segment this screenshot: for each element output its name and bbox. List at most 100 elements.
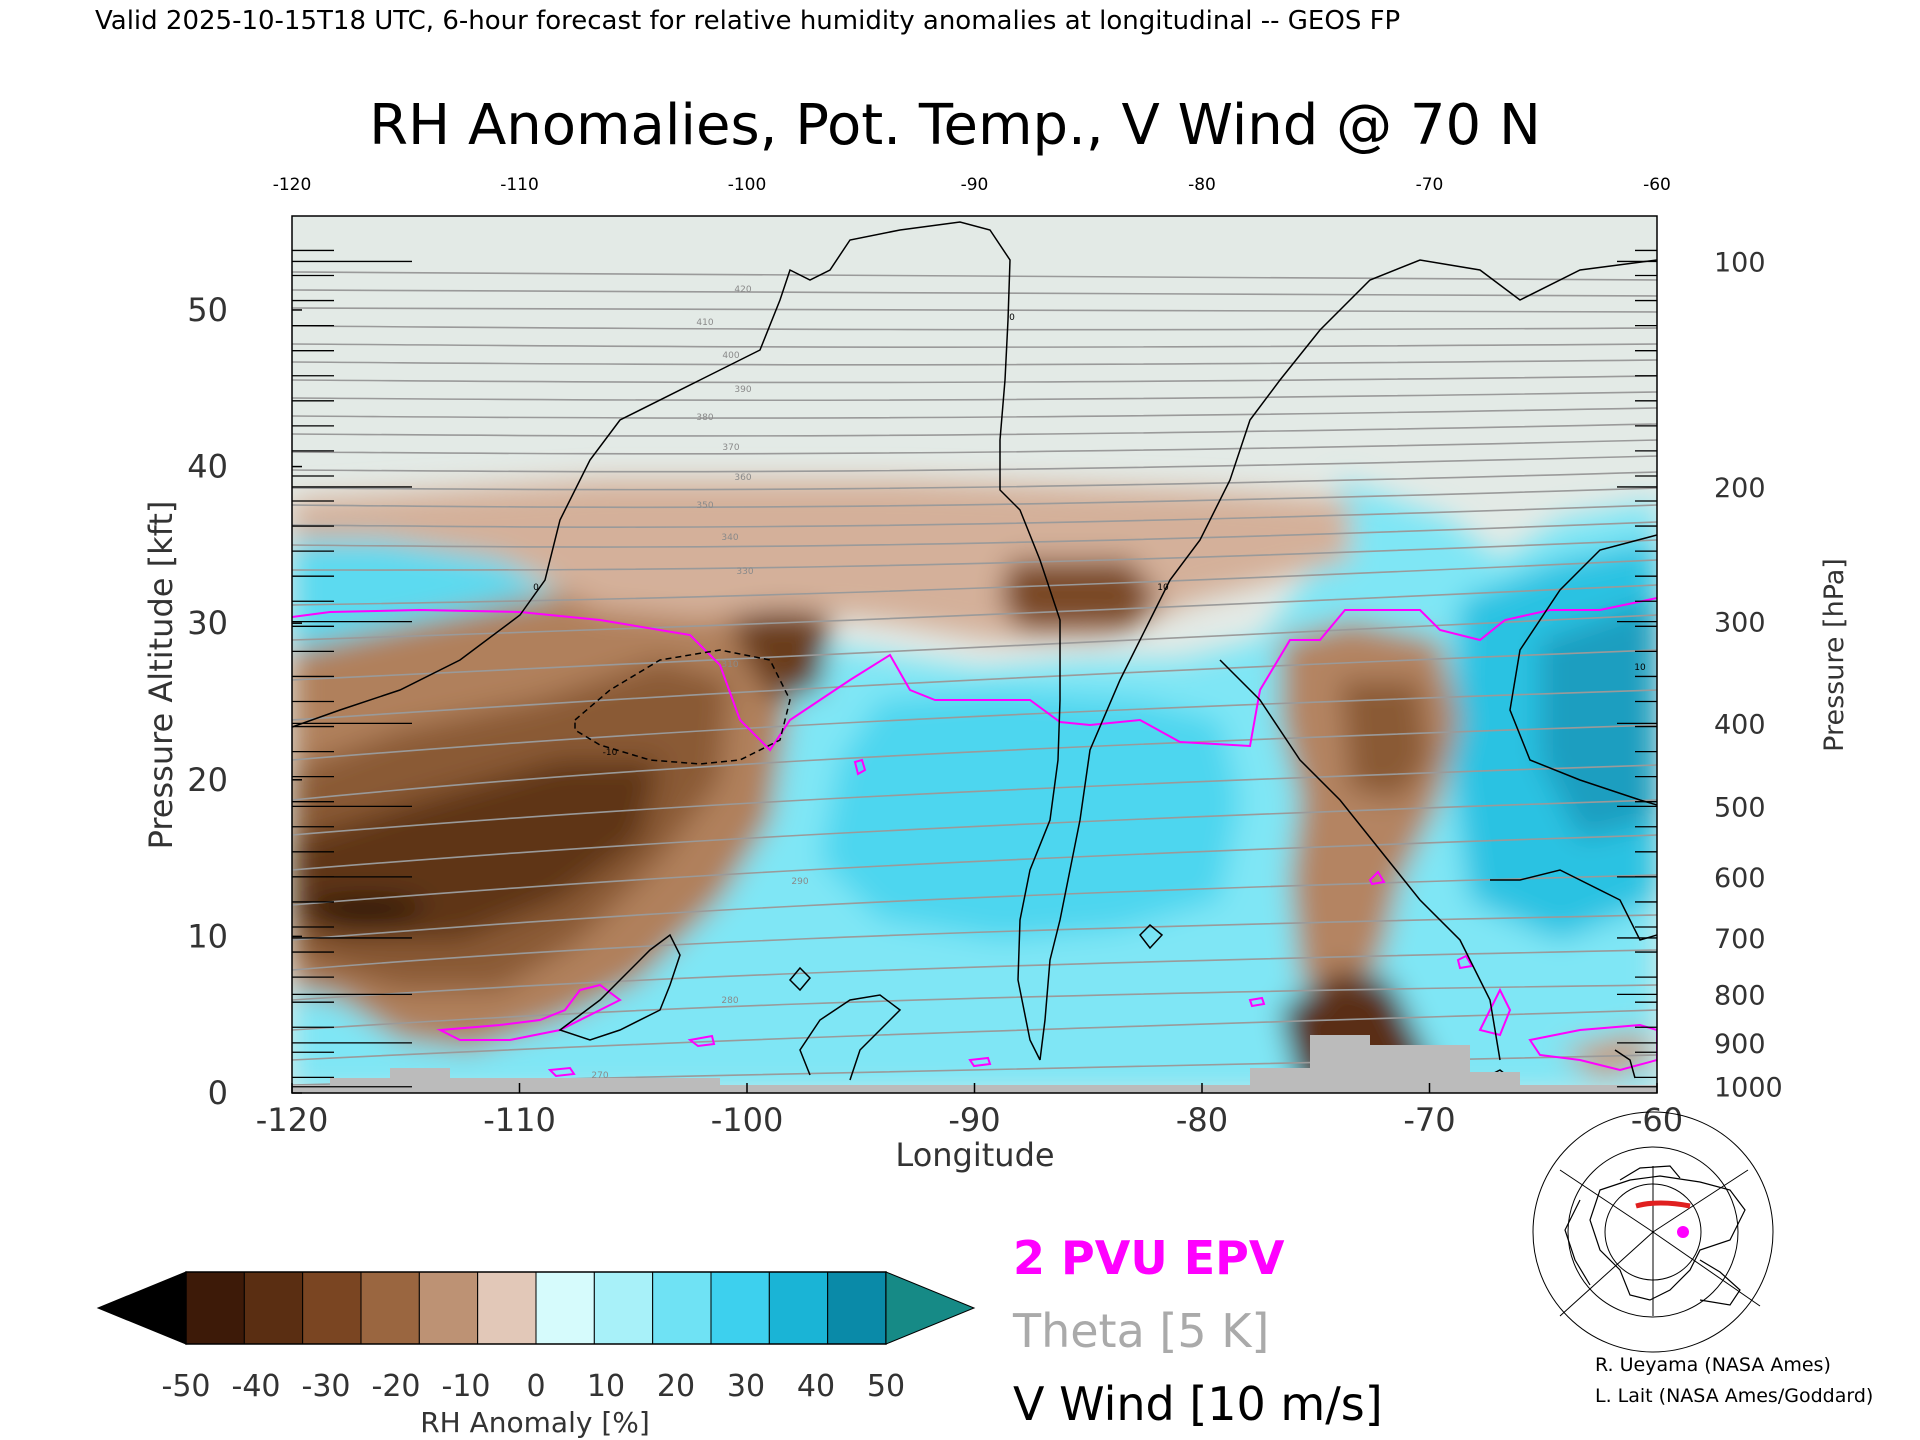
credit-line-1: R. Ueyama (NASA Ames): [1595, 1354, 1831, 1376]
rh-negative-west-core: [292, 760, 660, 940]
y-tick-label: 20: [187, 761, 228, 799]
y-tick-label: 30: [187, 604, 228, 642]
pressure-tick-label: 300: [1714, 608, 1766, 639]
theta-label: 350: [696, 501, 713, 511]
coastline: [1589, 1175, 1746, 1301]
colorbar-cell: [710, 1271, 770, 1345]
colorbar-cell: [768, 1271, 829, 1345]
y-tick-label: 40: [187, 448, 228, 486]
colorbar-cell: [243, 1271, 304, 1345]
valid-time-line: Valid 2025-10-15T18 UTC, 6-hour forecast…: [95, 6, 1400, 36]
vwind-small-loop: [1139, 923, 1164, 950]
colorbar-tick-label: -50: [162, 1369, 211, 1404]
colorbar-cell: [185, 1271, 245, 1345]
pressure-tick-label: 800: [1714, 980, 1766, 1011]
top-tick-label: -90: [961, 175, 989, 195]
epv-contour-small: [547, 1066, 576, 1078]
colorbar-tick-label: -10: [442, 1369, 491, 1404]
x-tick-label: -110: [483, 1101, 556, 1139]
theta-contours: [292, 271, 1657, 1086]
pressure-tick-label: 900: [1714, 1029, 1766, 1060]
theta-label: 280: [721, 996, 738, 1006]
epv-contour-lower-west: [436, 983, 622, 1041]
vwind-label: 10: [1634, 663, 1646, 673]
colorbar-tick-label: 20: [657, 1369, 695, 1404]
x-tick-label: -80: [1176, 1101, 1228, 1139]
colorbar-cell: [593, 1271, 654, 1345]
x-tick-label: -70: [1403, 1101, 1455, 1139]
epv-2pvu-line: [292, 597, 1657, 752]
rh-negative-min: [305, 899, 425, 921]
rh-positive-east-core: [1540, 600, 1657, 840]
colorbar-cell: [360, 1271, 420, 1345]
colorbar-tick-label: 10: [587, 1369, 625, 1404]
theta-label: 420: [734, 285, 751, 295]
pressure-tick-label: 200: [1714, 473, 1766, 504]
theta-label: 370: [722, 443, 739, 453]
theta-label: 340: [721, 533, 738, 543]
colorbar-tick-label: 40: [797, 1369, 835, 1404]
x-tick-label: -120: [256, 1101, 329, 1139]
coastline: [1699, 1259, 1741, 1306]
cross-section-line: [1635, 1200, 1691, 1209]
y-tick-label: 0: [208, 1074, 228, 1112]
x-tick-label: -100: [711, 1101, 784, 1139]
colorbar: -50 -40 -30 -20 -10 0 10 20 30 40 50 RH Anomaly [%…: [96, 1271, 976, 1439]
top-tick-label: -110: [500, 175, 539, 195]
epv-contour-small: [1248, 996, 1266, 1008]
terrain: [292, 1035, 1657, 1093]
location-map: [1532, 1111, 1774, 1353]
top-tick-label: -120: [273, 175, 312, 195]
vwind-lower-east: [1490, 869, 1657, 941]
top-tick-label: -80: [1188, 175, 1216, 195]
chart-title: RH Anomalies, Pot. Temp., V Wind @ 70 N: [369, 93, 1541, 158]
x-axis-label: Longitude: [895, 1136, 1054, 1174]
theta-label: 380: [696, 413, 713, 423]
top-longitude-axis: -120 -110 -100 -90 -80 -70 -60: [273, 175, 1671, 195]
x-tick-label: -90: [948, 1101, 1000, 1139]
epv-contours: [292, 597, 1657, 1078]
colorbar-tick-label: -20: [372, 1369, 421, 1404]
pressure-tick-label: 100: [1714, 247, 1766, 278]
theta-label: 390: [734, 385, 751, 395]
vwind-negative-dashed: [574, 649, 791, 765]
colorbar-cell: [302, 1271, 362, 1345]
location-marker: [1677, 1226, 1689, 1238]
vwind-label: 10: [1157, 583, 1169, 593]
colorbar-cell: [418, 1271, 479, 1345]
pressure-axis: 100 200 300 400 500 600 700 800 900 1000: [1714, 247, 1783, 1103]
x-tick-label: -60: [1631, 1101, 1683, 1139]
legend-theta: Theta [5 K]: [1012, 1304, 1269, 1358]
surface-mask: [292, 1035, 1657, 1093]
colorbar-tick-label: -30: [302, 1369, 351, 1404]
y-axis-label: Pressure Altitude [kft]: [142, 501, 180, 850]
pressure-tick-label: 700: [1714, 924, 1766, 955]
top-tick-label: -70: [1416, 175, 1444, 195]
y-tick-label: 10: [187, 917, 228, 955]
legend-epv: 2 PVU EPV: [1013, 1231, 1285, 1285]
pressure-tick-label: 1000: [1714, 1073, 1783, 1104]
pressure-tick-marks: [292, 249, 1657, 1088]
rh-anomaly-field: [292, 480, 1657, 1093]
colorbar-tick-label: 0: [526, 1369, 545, 1404]
theta-label: 410: [696, 318, 713, 328]
epv-contour-small: [853, 758, 867, 776]
colorbar-tick-labels: -50 -40 -30 -20 -10 0 10 20 30 40 50: [162, 1369, 906, 1404]
top-tick-label: -100: [728, 175, 767, 195]
top-tick-label: -60: [1643, 175, 1671, 195]
vwind-lower-far-east: [1614, 1049, 1636, 1079]
y-axis: 0 10 20 30 40 50: [187, 291, 302, 1112]
vwind-loop-east: [1219, 659, 1501, 1061]
pressure-axis-label: Pressure [hPa]: [1819, 558, 1850, 752]
colorbar-cell: [535, 1271, 595, 1345]
colorbar-cell: [652, 1271, 712, 1345]
colorbar-tick-label: 50: [867, 1369, 905, 1404]
pressure-tick-label: 400: [1714, 709, 1766, 740]
theta-label: 330: [736, 567, 753, 577]
vwind-label: 0: [1009, 313, 1015, 323]
epv-contour-southeast: [1528, 1023, 1657, 1072]
rh-positive-core: [820, 690, 1240, 940]
plot-area: 270 280 290 310 330 340 350 360 370 380 …: [292, 216, 1657, 1093]
vwind-lower-west-loop: [558, 933, 681, 1041]
epv-contour-small: [1456, 954, 1474, 970]
